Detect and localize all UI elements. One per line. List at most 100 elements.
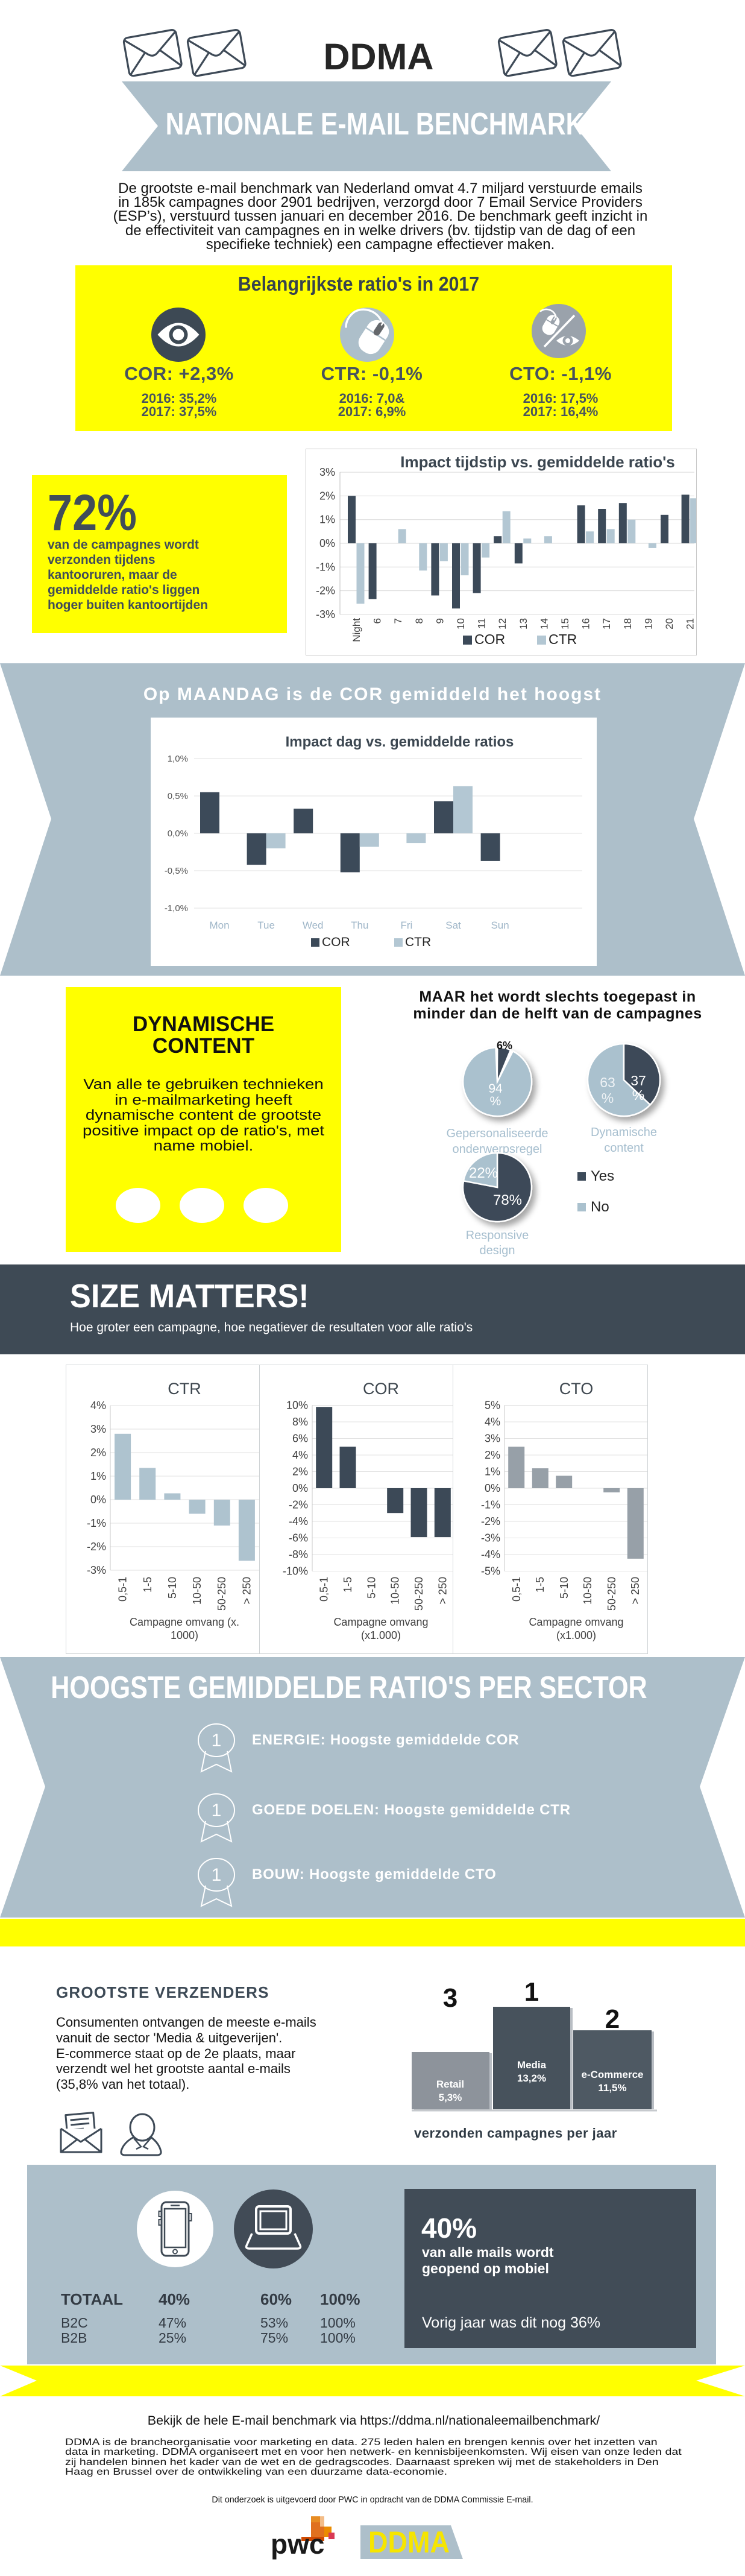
svg-text:Fri: Fri xyxy=(400,920,412,931)
svg-text:-1%: -1% xyxy=(87,1517,106,1529)
svg-text:Campagne omvang: Campagne omvang xyxy=(333,1616,428,1628)
svg-text:4%: 4% xyxy=(90,1400,106,1412)
svg-text:Impact tijdstip vs. gemiddelde: Impact tijdstip vs. gemiddelde ratio's xyxy=(400,453,675,471)
svg-text:10%: 10% xyxy=(286,1400,308,1412)
svg-text:Impact dag vs. gemiddelde rati: Impact dag vs. gemiddelde ratios xyxy=(286,734,514,750)
svg-text:0%: 0% xyxy=(292,1482,308,1494)
svg-text:18: 18 xyxy=(622,618,633,630)
svg-text:0%: 0% xyxy=(90,1494,106,1506)
svg-text:0,5-1: 0,5-1 xyxy=(511,1577,523,1602)
svg-text:1: 1 xyxy=(524,1977,539,2007)
svg-text:-2%: -2% xyxy=(481,1515,500,1527)
svg-text:COR: COR xyxy=(322,935,350,949)
svg-text:6%: 6% xyxy=(292,1433,308,1445)
svg-text:-3%: -3% xyxy=(316,608,335,620)
svg-text:-0,5%: -0,5% xyxy=(165,866,188,876)
svg-text:1,0%: 1,0% xyxy=(168,754,188,764)
svg-text:3%: 3% xyxy=(319,466,335,478)
svg-text:3%: 3% xyxy=(90,1423,106,1435)
svg-text:50-250: 50-250 xyxy=(216,1577,228,1611)
svg-text:Media: Media xyxy=(517,2059,547,2071)
svg-text:37: 37 xyxy=(630,1073,646,1088)
svg-text:8%: 8% xyxy=(292,1416,308,1428)
svg-text:5-10: 5-10 xyxy=(558,1577,570,1599)
svg-text:No: No xyxy=(591,1199,609,1215)
svg-text:1%: 1% xyxy=(485,1466,500,1478)
svg-text:0,5-1: 0,5-1 xyxy=(318,1577,330,1602)
svg-text:9: 9 xyxy=(434,618,445,623)
svg-text:pwc: pwc xyxy=(271,2528,324,2560)
svg-text:10-50: 10-50 xyxy=(191,1577,203,1605)
svg-text:(x1.000): (x1.000) xyxy=(556,1629,596,1641)
svg-text:20: 20 xyxy=(664,618,675,630)
svg-text:-3%: -3% xyxy=(87,1564,106,1576)
svg-text:1: 1 xyxy=(212,1801,222,1820)
svg-text:8: 8 xyxy=(413,618,425,623)
svg-text:COR: COR xyxy=(474,631,505,647)
svg-text:22%: 22% xyxy=(469,1165,498,1181)
svg-text:5%: 5% xyxy=(485,1400,500,1412)
svg-text:6%: 6% xyxy=(497,1040,512,1052)
svg-text:Wed: Wed xyxy=(303,920,324,931)
svg-text:0%: 0% xyxy=(485,1482,500,1494)
svg-text:50-250: 50-250 xyxy=(606,1577,618,1611)
svg-text:Mon: Mon xyxy=(209,920,229,931)
svg-text:10-50: 10-50 xyxy=(582,1577,594,1605)
svg-text:> 250: > 250 xyxy=(629,1577,641,1605)
svg-text:6: 6 xyxy=(372,618,383,623)
svg-text:2%: 2% xyxy=(90,1447,106,1459)
svg-text:-4%: -4% xyxy=(289,1515,308,1527)
svg-text:0,5-1: 0,5-1 xyxy=(117,1577,129,1602)
svg-text:-1,0%: -1,0% xyxy=(165,903,188,914)
svg-text:0,5%: 0,5% xyxy=(168,791,188,801)
svg-text:7: 7 xyxy=(392,618,404,623)
svg-text:-3%: -3% xyxy=(481,1532,500,1544)
svg-text:19: 19 xyxy=(643,618,654,630)
svg-text:Tue: Tue xyxy=(257,920,275,931)
svg-text:-2%: -2% xyxy=(289,1499,308,1511)
svg-text:63: 63 xyxy=(600,1075,615,1090)
svg-text:21: 21 xyxy=(685,618,696,630)
svg-text:> 250: > 250 xyxy=(436,1577,448,1605)
svg-text:17: 17 xyxy=(601,618,612,630)
svg-text:4%: 4% xyxy=(292,1449,308,1461)
svg-text:CTR: CTR xyxy=(168,1380,201,1398)
svg-text:0%: 0% xyxy=(319,537,335,549)
svg-text:11,5%: 11,5% xyxy=(598,2082,626,2094)
svg-text:COR: COR xyxy=(363,1380,399,1398)
svg-text:1-5: 1-5 xyxy=(534,1577,546,1593)
svg-text:2%: 2% xyxy=(319,490,335,502)
svg-text:15: 15 xyxy=(559,618,571,630)
svg-text:-5%: -5% xyxy=(481,1565,500,1577)
svg-text:%: % xyxy=(632,1087,644,1103)
svg-text:Sat: Sat xyxy=(445,920,461,931)
svg-text:1-5: 1-5 xyxy=(142,1577,154,1593)
svg-text:-1%: -1% xyxy=(316,561,335,573)
svg-text:CTR: CTR xyxy=(405,935,431,949)
svg-text:3%: 3% xyxy=(485,1433,500,1445)
svg-text:5-10: 5-10 xyxy=(166,1577,178,1599)
svg-text:1%: 1% xyxy=(319,514,335,526)
svg-text:Campagne omvang: Campagne omvang xyxy=(529,1616,623,1628)
svg-text:Retail: Retail xyxy=(436,2079,464,2090)
svg-text:10-50: 10-50 xyxy=(389,1577,401,1605)
svg-text:11: 11 xyxy=(476,618,488,629)
svg-text:12: 12 xyxy=(497,618,508,630)
svg-text:5-10: 5-10 xyxy=(365,1577,377,1599)
svg-text:1%: 1% xyxy=(90,1470,106,1482)
svg-text:Yes: Yes xyxy=(591,1168,614,1184)
svg-text:CTR: CTR xyxy=(549,631,577,647)
svg-text:3: 3 xyxy=(443,1983,457,2013)
svg-text:Night: Night xyxy=(351,618,362,642)
svg-text:50-250: 50-250 xyxy=(413,1577,425,1611)
svg-text:1: 1 xyxy=(212,1865,222,1885)
svg-text:Thu: Thu xyxy=(351,920,368,931)
svg-text:2%: 2% xyxy=(485,1449,500,1461)
svg-text:(x1.000): (x1.000) xyxy=(361,1629,401,1641)
svg-text:%: % xyxy=(490,1094,501,1108)
svg-text:78%: 78% xyxy=(493,1192,522,1208)
svg-text:DDMA: DDMA xyxy=(368,2526,450,2559)
